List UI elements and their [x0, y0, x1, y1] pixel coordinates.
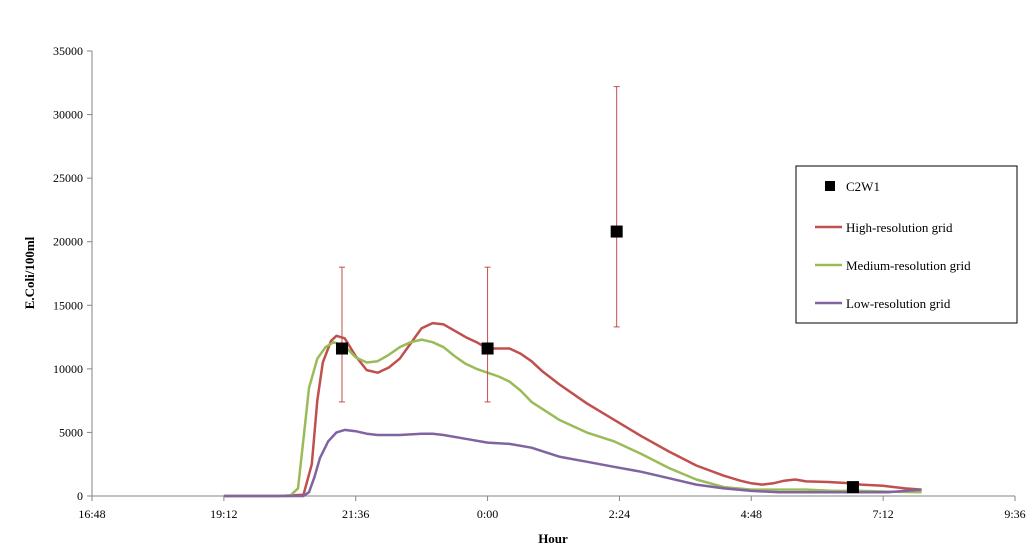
x-tick-label: 0:00 [477, 507, 498, 521]
x-tick-label: 9:36 [1004, 507, 1025, 521]
legend-label: High-resolution grid [846, 220, 953, 235]
y-tick-labels: 0 5000 10000 15000 20000 25000 30000 35000 [53, 44, 83, 503]
data-markers [335, 225, 859, 494]
data-point-marker [846, 481, 859, 494]
series-lines [223, 321, 922, 498]
x-tick-labels: 16:48 19:12 21:36 0:00 2:24 4:48 7:12 9:36 [78, 507, 1025, 521]
x-tick-label: 19:12 [210, 507, 237, 521]
x-tick-label: 16:48 [78, 507, 105, 521]
x-tick-label: 21:36 [342, 507, 369, 521]
legend-label: C2W1 [846, 179, 880, 194]
y-tick-label: 25000 [53, 171, 83, 185]
legend: C2W1 High-resolution grid Medium-resolutio… [795, 165, 1018, 324]
y-tick-label: 20000 [53, 235, 83, 249]
y-tick-label: 30000 [53, 108, 83, 122]
x-tick-label: 2:24 [609, 507, 630, 521]
x-axis-title: Hour [538, 531, 568, 546]
series-line-medium-resolution-grid [223, 338, 922, 498]
data-point-marker [610, 225, 623, 238]
legend-box [795, 165, 1018, 324]
legend-swatch-marker [825, 181, 835, 191]
y-tick-label: 10000 [53, 362, 83, 376]
series-line-high-resolution-grid [223, 321, 922, 498]
error-bars [338, 86, 620, 403]
series-line-low-resolution-grid [223, 428, 922, 498]
y-axis-title: E.Coli/100ml [22, 236, 37, 309]
data-point-marker [335, 342, 348, 355]
y-tick-label: 5000 [59, 425, 83, 439]
y-tick-label: 35000 [53, 44, 83, 58]
data-point-marker [481, 342, 494, 355]
y-tick-label: 15000 [53, 298, 83, 312]
y-tick-label: 0 [77, 489, 83, 503]
legend-label: Low-resolution grid [846, 296, 951, 311]
x-tick-label: 7:12 [872, 507, 893, 521]
legend-label: Medium-resolution grid [846, 258, 971, 273]
x-tick-label: 4:48 [741, 507, 762, 521]
